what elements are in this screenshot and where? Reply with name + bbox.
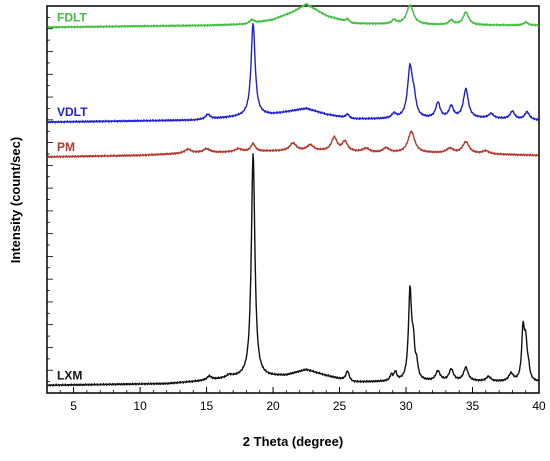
x-tick-label: 10 <box>133 399 147 413</box>
series-label-fdlt: FDLT <box>57 10 87 24</box>
series-label-lxm: LXM <box>57 368 82 382</box>
plot-area-frame <box>46 5 540 394</box>
series-line-vdlt <box>47 22 539 124</box>
x-tick-label: 15 <box>200 399 214 413</box>
series-label-pm: PM <box>57 140 75 154</box>
series-line-fdlt <box>47 3 540 29</box>
y-axis-title: Intensity (count/sec) <box>8 137 23 263</box>
x-tick-label: 25 <box>333 399 347 413</box>
x-tick-label: 30 <box>399 399 413 413</box>
x-tick-label: 20 <box>266 399 280 413</box>
x-tick-label: 40 <box>532 399 546 413</box>
x-axis-ticks: 5 10 15 20 25 30 35 40 <box>59 387 546 413</box>
series-label-vdlt: VDLT <box>57 105 88 119</box>
x-tick-label: 35 <box>466 399 480 413</box>
series-labels: FDLT VDLT PM LXM <box>57 10 88 382</box>
series-line-pm <box>47 130 539 159</box>
series-lines <box>47 3 540 387</box>
y-axis-ticks <box>47 16 53 383</box>
x-axis-title: 2 Theta (degree) <box>243 434 343 449</box>
x-tick-label: 5 <box>70 399 77 413</box>
series-line-lxm <box>47 153 540 387</box>
